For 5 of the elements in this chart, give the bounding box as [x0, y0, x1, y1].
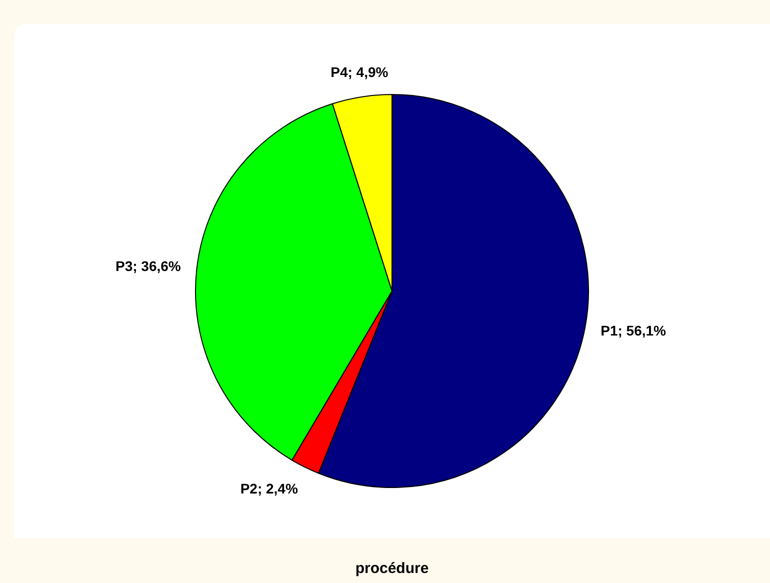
- text: procédure: [354, 560, 430, 577]
- slice-label: P1; 56,1%: [600, 322, 667, 338]
- slice-label: P4; 4,9%: [330, 64, 389, 80]
- slice-label: P2; 2,4%: [240, 480, 298, 496]
- slice-label: P3; 36,6%: [115, 258, 182, 274]
